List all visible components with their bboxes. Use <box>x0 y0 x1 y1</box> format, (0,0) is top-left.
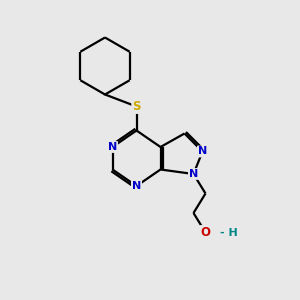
Text: N: N <box>132 181 141 191</box>
Text: N: N <box>108 142 117 152</box>
Text: N: N <box>189 169 198 179</box>
Text: - H: - H <box>220 227 238 238</box>
Text: N: N <box>198 146 207 157</box>
Text: O: O <box>200 226 211 239</box>
Text: S: S <box>132 100 141 113</box>
